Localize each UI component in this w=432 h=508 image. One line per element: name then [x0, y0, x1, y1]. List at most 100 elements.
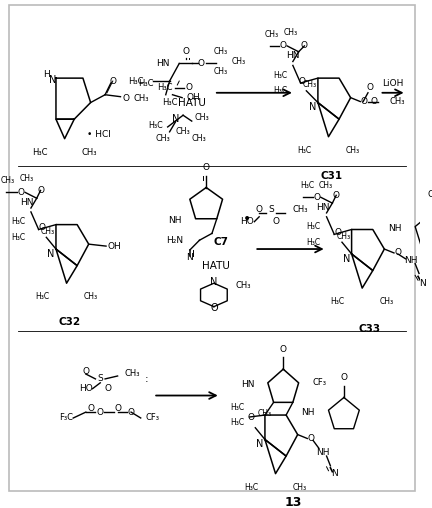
- Text: NH: NH: [316, 448, 330, 457]
- Text: H₃C: H₃C: [231, 419, 245, 427]
- Text: CH₃: CH₃: [134, 94, 149, 103]
- Text: O: O: [97, 407, 104, 417]
- Text: O: O: [127, 407, 135, 417]
- Text: O: O: [335, 228, 342, 237]
- Text: HO: HO: [79, 384, 92, 393]
- Text: N: N: [172, 114, 179, 124]
- Text: • HCl: • HCl: [87, 130, 111, 139]
- Text: N: N: [257, 439, 264, 450]
- Text: O: O: [427, 190, 432, 199]
- Text: O: O: [114, 404, 121, 412]
- Text: N: N: [49, 75, 57, 85]
- Text: N: N: [419, 279, 426, 288]
- Text: •: •: [242, 212, 251, 226]
- Text: CH₃: CH₃: [336, 232, 350, 241]
- Text: CH₃: CH₃: [293, 483, 307, 492]
- Text: H₃C: H₃C: [11, 233, 25, 242]
- Text: CH₃: CH₃: [82, 148, 98, 157]
- Text: O: O: [198, 59, 205, 68]
- Text: HN: HN: [20, 198, 34, 207]
- Text: CH₃: CH₃: [231, 57, 245, 66]
- Text: C32: C32: [58, 318, 80, 327]
- Text: H₃C: H₃C: [11, 217, 25, 226]
- Text: CH₃: CH₃: [302, 80, 317, 89]
- Text: CH₃: CH₃: [1, 176, 15, 185]
- Text: O: O: [340, 373, 347, 383]
- Text: H₃C: H₃C: [300, 181, 314, 190]
- Text: O: O: [314, 193, 321, 202]
- Text: CH₃: CH₃: [319, 181, 333, 190]
- Text: HATU: HATU: [202, 261, 230, 271]
- Text: N: N: [48, 249, 55, 259]
- Text: O: O: [280, 345, 287, 354]
- Text: O: O: [280, 41, 287, 50]
- Text: CH₃: CH₃: [235, 280, 251, 290]
- Text: N: N: [309, 103, 317, 112]
- Text: O: O: [109, 77, 116, 85]
- Text: CH₃: CH₃: [19, 174, 34, 183]
- Text: NH: NH: [302, 407, 315, 417]
- Text: O: O: [123, 94, 130, 103]
- Text: F₃C: F₃C: [59, 414, 73, 423]
- Text: H₃C: H₃C: [307, 222, 321, 231]
- Text: H₃C: H₃C: [148, 120, 163, 130]
- Text: HN: HN: [316, 203, 330, 211]
- Text: H₃C: H₃C: [162, 98, 178, 107]
- Text: O: O: [333, 191, 340, 200]
- Text: :: :: [145, 374, 148, 384]
- Text: O: O: [248, 414, 255, 423]
- Text: CH₃: CH₃: [124, 369, 140, 377]
- Text: O: O: [105, 384, 111, 393]
- Text: H₃C: H₃C: [35, 293, 49, 301]
- Text: HATU: HATU: [178, 98, 206, 108]
- Text: NH: NH: [388, 224, 402, 233]
- Text: O: O: [203, 164, 210, 173]
- Text: CH₃: CH₃: [265, 29, 279, 39]
- Text: CH₃: CH₃: [156, 134, 170, 143]
- Text: O: O: [272, 217, 279, 226]
- Text: H₃C: H₃C: [331, 297, 345, 306]
- Text: HN: HN: [286, 51, 300, 60]
- Text: 13: 13: [284, 496, 302, 508]
- Text: CH₃: CH₃: [195, 113, 210, 122]
- Text: O: O: [83, 367, 89, 375]
- Text: S: S: [97, 374, 103, 384]
- Text: O: O: [185, 83, 192, 92]
- Text: H₂N: H₂N: [166, 236, 183, 245]
- Text: O: O: [256, 205, 263, 214]
- Text: O: O: [18, 188, 25, 197]
- Text: H₃C: H₃C: [273, 86, 287, 96]
- Text: N: N: [331, 469, 338, 478]
- Text: O: O: [37, 186, 44, 195]
- Text: O: O: [308, 434, 314, 443]
- Text: O: O: [299, 77, 306, 85]
- Text: OH: OH: [108, 242, 122, 250]
- Text: O: O: [361, 97, 368, 106]
- Text: CH₃: CH₃: [213, 47, 228, 56]
- Text: HO: HO: [241, 217, 254, 226]
- Text: CF₃: CF₃: [146, 414, 159, 423]
- Text: O: O: [366, 83, 373, 92]
- Text: HN: HN: [241, 380, 254, 389]
- Text: N: N: [343, 254, 350, 264]
- Text: H₃C: H₃C: [231, 403, 245, 412]
- Text: C31: C31: [320, 171, 343, 181]
- Text: O: O: [301, 41, 308, 50]
- Text: H₃C: H₃C: [157, 83, 172, 92]
- Text: O: O: [182, 47, 190, 56]
- Text: H₃C: H₃C: [297, 146, 311, 155]
- Text: CH₃: CH₃: [389, 97, 405, 106]
- Text: LiOH: LiOH: [382, 79, 403, 87]
- Text: CH₃: CH₃: [380, 297, 394, 306]
- Text: C33: C33: [359, 324, 381, 334]
- Text: CH₃: CH₃: [293, 205, 308, 214]
- Text: H₃C: H₃C: [32, 148, 47, 157]
- Text: CF₃: CF₃: [312, 378, 326, 387]
- Text: CH₃: CH₃: [41, 227, 55, 236]
- Text: CH₃: CH₃: [346, 146, 360, 155]
- Text: O: O: [39, 223, 46, 232]
- Text: N: N: [210, 277, 218, 287]
- Text: H₃C: H₃C: [244, 483, 258, 492]
- Text: H₃C: H₃C: [128, 77, 143, 85]
- Text: H₃C: H₃C: [138, 79, 153, 87]
